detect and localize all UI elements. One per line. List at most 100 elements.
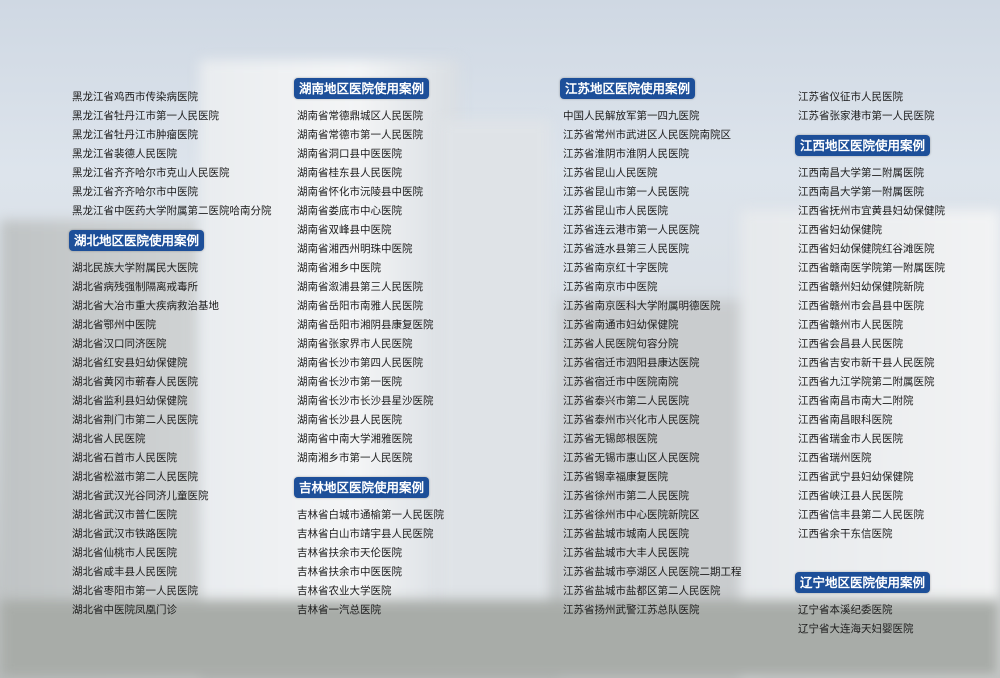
hospital-list-item: 江西省九江学院第二附属医院 xyxy=(798,376,935,388)
hospital-list-item: 湖南省长沙县人民医院 xyxy=(297,414,402,426)
hospital-list-item: 湖北省石首市人民医院 xyxy=(72,452,177,464)
section-heading-label: 湖南地区医院使用案例 xyxy=(294,77,430,99)
column-1: 黑龙江省鸡西市传染病医院 黑龙江省牡丹江市第一人民医院 黑龙江省牡丹江市肿瘤医院 黑龙… xyxy=(69,88,312,620)
hospital-list-item: 吉林省一汽总医院 xyxy=(297,604,381,616)
hospital-list-item: 辽宁省大连海天妇婴医院 xyxy=(798,623,914,635)
hospital-list-item: 湖北省仙桃市人民医院 xyxy=(72,547,177,559)
hospital-list-item: 黑龙江省牡丹江市第一人民医院 xyxy=(72,110,219,122)
hospital-list-item: 湖南省双峰县中医院 xyxy=(297,224,392,236)
hospital-list-item: 湖北省汉口同济医院 xyxy=(72,338,167,350)
hospital-list-item: 江苏省南京红十字医院 xyxy=(563,262,668,274)
column-2: 湖南地区医院使用案例 湖南省常德鼎城区人民医院 湖南省常德市第一人民医院 湖南省洞口县… xyxy=(294,69,537,620)
hospital-list-item: 湖南省长沙市长沙县星沙医院 xyxy=(297,395,434,407)
hospital-list-item: 湖南省常德鼎城区人民医院 xyxy=(297,110,423,122)
region-section: 江苏省仪征市人民医院 江苏省张家港市第一人民医院 xyxy=(798,88,1000,126)
hospital-list-item: 吉林省农业大学医院 xyxy=(297,585,392,597)
hospital-list-item: 江苏省盐城市大丰人民医院 xyxy=(563,547,689,559)
section-heading-label: 湖北地区医院使用案例 xyxy=(69,229,205,251)
hospital-list-item: 湖北省监利县妇幼保健院 xyxy=(72,395,188,407)
hospital-list-item: 江苏省盐城市城南人民医院 xyxy=(563,528,689,540)
hospital-list-item: 江苏省南京市中医院 xyxy=(563,281,658,293)
hospital-list-item: 江苏省淮阴市淮阴人民医院 xyxy=(563,148,689,160)
region-section: 吉林地区医院使用案例吉林省白城市通榆第一人民医院 吉林省白山市靖宇县人民医院 吉林省… xyxy=(294,468,537,620)
hospital-list-item: 湖南省长沙市第一医院 xyxy=(297,376,402,388)
hospital-list-item: 湖南省中南大学湘雅医院 xyxy=(297,433,413,445)
hospital-list-item: 吉林省白城市通榆第一人民医院 xyxy=(297,509,444,521)
section-heading: 湖南地区医院使用案例 xyxy=(294,69,537,107)
hospital-list-item: 湖北省武汉光谷同济儿童医院 xyxy=(72,490,209,502)
hospital-list-item: 江西省赣州市人民医院 xyxy=(798,319,903,331)
hospital-list-item: 江苏省无锡郎根医院 xyxy=(563,433,658,445)
hospital-list-item: 江苏省徐州市第二人民医院 xyxy=(563,490,689,502)
hospital-list-item: 吉林省白山市靖宇县人民医院 xyxy=(297,528,434,540)
hospital-list-item: 江苏省涟水县第三人民医院 xyxy=(563,243,689,255)
hospital-list-item: 江苏省锡幸福康复医院 xyxy=(563,471,668,483)
hospital-list-item: 江西省瑞金市人民医院 xyxy=(798,433,903,445)
hospital-list-item: 江苏省扬州武警江苏总队医院 xyxy=(563,604,700,616)
section-heading: 江苏地区医院使用案例 xyxy=(560,69,803,107)
region-section: 江西地区医院使用案例江西南昌大学第二附属医院 江西南昌大学第一附属医院江西省抚州市… xyxy=(795,126,1000,544)
hospital-list-item: 江苏省昆山市人民医院 xyxy=(563,205,668,217)
hospital-list-item: 湖北省黄冈市蕲春人民医院 xyxy=(72,376,198,388)
region-section: 湖南地区医院使用案例 湖南省常德鼎城区人民医院 湖南省常德市第一人民医院 湖南省洞口县… xyxy=(294,69,537,468)
hospital-list-item: 江西省信丰县第二人民医院 xyxy=(798,509,924,521)
section-heading-label: 吉林地区医院使用案例 xyxy=(294,476,430,498)
region-section: 湖北地区医院使用案例 湖北民族大学附属民大医院 湖北省病残强制隔离戒毒所 湖北省大冶市… xyxy=(69,221,312,620)
hospital-list-item: 湖北省武汉市普仁医院 xyxy=(72,509,177,521)
hospital-list-item: 湖南省长沙市第四人民医院 xyxy=(297,357,423,369)
hospital-list-item: 江苏省昆山市第一人民医院 xyxy=(563,186,689,198)
hospital-list-item: 黑龙江省牡丹江市肿瘤医院 xyxy=(72,129,198,141)
hospital-list-item: 湖南省洞口县中医医院 xyxy=(297,148,402,160)
hospital-list-item: 湖北省松滋市第二人民医院 xyxy=(72,471,198,483)
hospital-list-item: 江西省南昌市南大二附院 xyxy=(798,395,914,407)
column-4: 江苏省仪征市人民医院 江苏省张家港市第一人民医院江西地区医院使用案例江西南昌大学第… xyxy=(795,88,1000,639)
hospital-list-item: 辽宁省本溪纪委医院 xyxy=(798,604,893,616)
hospital-list-item: 江苏省连云港市第一人民医院 xyxy=(563,224,700,236)
hospital-list-item: 湖北省红安县妇幼保健院 xyxy=(72,357,188,369)
hospital-list-item: 江苏省南京医科大学附属明德医院 xyxy=(563,300,721,312)
hospital-list-item: 江西省武宁县妇幼保健院 xyxy=(798,471,914,483)
hospital-list-item: 江苏省盐城市亭湖区人民医院二期工程 xyxy=(563,566,742,578)
hospital-list-item: 吉林省扶余市中医医院 xyxy=(297,566,402,578)
section-heading: 湖北地区医院使用案例 xyxy=(69,221,312,259)
hospital-list-item: 湖南省娄底市中心医院 xyxy=(297,205,402,217)
background-trees xyxy=(0,600,1000,678)
hospital-list-item: 江苏省人民医院句容分院 xyxy=(563,338,679,350)
hospital-list-item: 湖北民族大学附属民大医院 xyxy=(72,262,198,274)
section-heading-label: 江西地区医院使用案例 xyxy=(795,134,931,156)
hospital-list-item: 江西南昌大学第二附属医院 xyxy=(798,167,924,179)
hospital-list-item: 江苏省徐州市中心医院新院区 xyxy=(563,509,700,521)
hospital-list-item: 黑龙江省中医药大学附属第二医院哈南分院 xyxy=(72,205,272,217)
hospital-list-item: 湖南省怀化市沅陵县中医院 xyxy=(297,186,423,198)
hospital-list-item: 江苏省南通市妇幼保健院 xyxy=(563,319,679,331)
hospital-list-item: 吉林省扶余市天伦医院 xyxy=(297,547,402,559)
region-section: 黑龙江省鸡西市传染病医院 黑龙江省牡丹江市第一人民医院 黑龙江省牡丹江市肿瘤医院 黑龙… xyxy=(72,88,312,221)
hospital-list-item: 黑龙江省齐齐哈尔市克山人民医院 xyxy=(72,167,230,179)
hospital-list-item: 黑龙江省齐齐哈尔市中医院 xyxy=(72,186,198,198)
hospital-list-item: 江西省吉安市新干县人民医院 xyxy=(798,357,935,369)
hospital-list-item: 江苏省无锡市惠山区人民医院 xyxy=(563,452,700,464)
hospital-list-item: 江苏省常州市武进区人民医院南院区 xyxy=(563,129,731,141)
hospital-list-item: 湖南省张家界市人民医院 xyxy=(297,338,413,350)
hospital-list-item: 江西省余干东信医院 xyxy=(798,528,893,540)
section-heading: 江西地区医院使用案例 xyxy=(795,126,1000,164)
hospital-list-item: 湖南省溆浦县第三人民医院 xyxy=(297,281,423,293)
section-heading-label: 辽宁地区医院使用案例 xyxy=(795,571,931,593)
hospital-list-item: 湖北省咸丰县人民医院 xyxy=(72,566,177,578)
hospital-list-item: 江苏省宿迁市泗阳县康达医院 xyxy=(563,357,700,369)
hospital-list-item: 湖北省荆门市第二人民医院 xyxy=(72,414,198,426)
hospital-list-item: 江西省妇幼保健院红谷滩医院 xyxy=(798,243,935,255)
section-heading-label: 江苏地区医院使用案例 xyxy=(560,77,696,99)
region-section: 江苏地区医院使用案例 中国人民解放军第一四九医院 江苏省常州市武进区人民医院南院区江… xyxy=(560,69,803,620)
hospital-list-item: 江西省峡江县人民医院 xyxy=(798,490,903,502)
hospital-list-item: 江西省南昌眼科医院 xyxy=(798,414,893,426)
hospital-list-item: 黑龙江省裴德人民医院 xyxy=(72,148,177,160)
section-heading: 辽宁地区医院使用案例 xyxy=(795,563,1000,601)
hospital-list-item: 江苏省张家港市第一人民医院 xyxy=(798,110,935,122)
hospital-list-item: 江西省抚州市宜黄县妇幼保健院 xyxy=(798,205,945,217)
hospital-list-item: 江西省会昌县人民医院 xyxy=(798,338,903,350)
hospital-list-item: 湖北省大冶市重大疾病救治基地 xyxy=(72,300,219,312)
hospital-list-item: 江西南昌大学第一附属医院 xyxy=(798,186,924,198)
hospital-list-item: 湖北省人民医院 xyxy=(72,433,146,445)
